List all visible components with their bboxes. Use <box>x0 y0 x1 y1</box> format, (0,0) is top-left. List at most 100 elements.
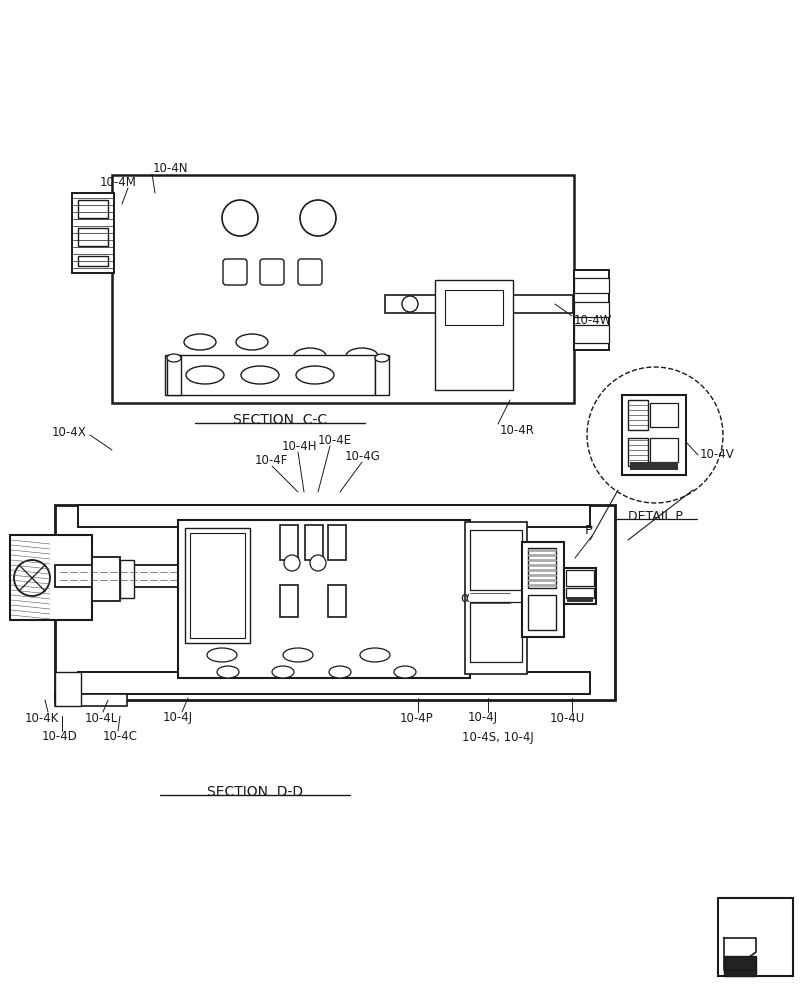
Text: 10-4R: 10-4R <box>500 424 535 436</box>
Ellipse shape <box>294 348 326 364</box>
Bar <box>72 193 114 273</box>
Bar <box>112 175 574 403</box>
Ellipse shape <box>375 354 389 362</box>
Ellipse shape <box>184 334 216 350</box>
Bar <box>178 520 470 678</box>
Polygon shape <box>724 956 756 976</box>
Bar <box>78 505 590 527</box>
Ellipse shape <box>236 334 268 350</box>
Text: 10-4E: 10-4E <box>318 434 352 446</box>
Ellipse shape <box>217 666 239 678</box>
Bar <box>280 525 298 560</box>
Bar <box>55 694 127 706</box>
Bar <box>78 672 590 694</box>
Ellipse shape <box>296 366 334 384</box>
Text: 10-4W: 10-4W <box>574 314 612 326</box>
Bar <box>78 228 108 246</box>
Bar <box>92 557 120 601</box>
Bar <box>305 525 323 560</box>
Bar <box>55 672 81 706</box>
Bar <box>78 256 108 266</box>
Bar <box>522 542 564 637</box>
Bar <box>718 898 793 976</box>
Bar <box>470 602 522 662</box>
Bar <box>55 505 615 700</box>
Bar <box>328 525 346 560</box>
Ellipse shape <box>394 666 416 678</box>
Bar <box>567 597 593 602</box>
Text: 10-4P: 10-4P <box>400 712 434 724</box>
Bar <box>470 530 522 590</box>
Circle shape <box>14 560 50 596</box>
Bar <box>445 290 503 325</box>
Bar <box>465 522 527 674</box>
Bar <box>10 535 92 620</box>
Bar <box>185 528 250 643</box>
Ellipse shape <box>241 366 279 384</box>
Bar <box>55 565 180 587</box>
Circle shape <box>310 555 326 571</box>
Bar <box>574 270 609 350</box>
Bar <box>120 560 134 598</box>
Bar <box>435 280 513 390</box>
Text: SECTION  D-D: SECTION D-D <box>207 785 303 799</box>
FancyBboxPatch shape <box>223 259 247 285</box>
Bar <box>628 400 648 430</box>
Bar <box>566 588 594 598</box>
Bar <box>528 595 556 630</box>
Bar <box>375 355 389 395</box>
Text: 10-4H: 10-4H <box>282 440 318 452</box>
Text: 10-4N: 10-4N <box>153 161 188 174</box>
Bar <box>650 438 678 462</box>
Bar <box>566 570 594 586</box>
Circle shape <box>300 200 336 236</box>
Text: 10-4G: 10-4G <box>345 450 381 464</box>
Bar <box>574 325 609 343</box>
Text: 10-4K: 10-4K <box>25 712 59 724</box>
Bar <box>630 462 678 470</box>
FancyBboxPatch shape <box>298 259 322 285</box>
Text: 10-4J: 10-4J <box>163 712 193 724</box>
FancyBboxPatch shape <box>260 259 284 285</box>
Text: α: α <box>460 591 469 605</box>
Ellipse shape <box>360 648 390 662</box>
Bar <box>628 438 648 466</box>
Bar <box>385 295 573 313</box>
Text: 10-4M: 10-4M <box>100 176 137 190</box>
Bar <box>190 533 245 638</box>
Circle shape <box>222 200 258 236</box>
Text: 10-4L: 10-4L <box>85 712 118 724</box>
Text: SECTION  C-C: SECTION C-C <box>233 413 327 427</box>
Bar <box>78 200 108 218</box>
Ellipse shape <box>186 366 224 384</box>
Ellipse shape <box>272 666 294 678</box>
Bar <box>165 355 375 395</box>
Text: DETAIL P: DETAIL P <box>628 510 683 522</box>
Bar <box>622 395 686 475</box>
Text: 10-4C: 10-4C <box>103 730 138 744</box>
Bar <box>564 568 596 604</box>
Bar <box>167 355 181 395</box>
Circle shape <box>402 296 418 312</box>
Ellipse shape <box>283 648 313 662</box>
Circle shape <box>284 555 300 571</box>
Ellipse shape <box>346 348 378 364</box>
Text: 10-4D: 10-4D <box>42 730 78 744</box>
Text: P: P <box>585 524 593 536</box>
Text: 10-4J: 10-4J <box>468 712 498 724</box>
Bar <box>280 585 298 617</box>
Ellipse shape <box>167 354 181 362</box>
Text: 10-4X: 10-4X <box>52 426 86 438</box>
Bar <box>574 278 609 293</box>
Polygon shape <box>730 962 754 970</box>
Text: 10-4F: 10-4F <box>255 454 288 466</box>
Text: 10-4U: 10-4U <box>550 712 585 724</box>
Bar <box>328 585 346 617</box>
Text: 10-4V: 10-4V <box>700 448 734 462</box>
Bar <box>528 548 556 588</box>
Ellipse shape <box>329 666 351 678</box>
Text: 10-4S, 10-4J: 10-4S, 10-4J <box>462 730 534 744</box>
Bar <box>574 302 609 317</box>
Ellipse shape <box>207 648 237 662</box>
Bar <box>650 403 678 427</box>
